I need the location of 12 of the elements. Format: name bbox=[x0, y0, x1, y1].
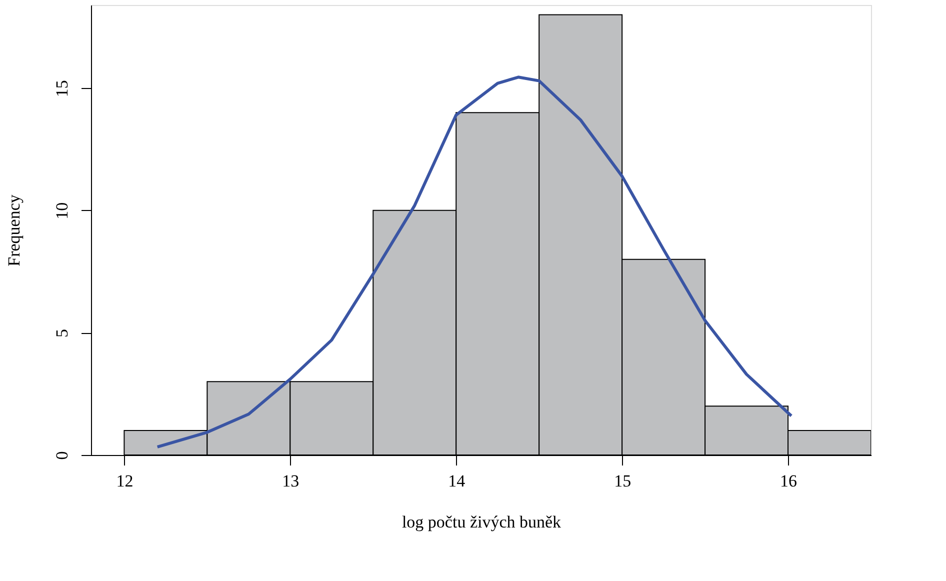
y-tick-label: 15 bbox=[52, 80, 72, 98]
x-tick-label: 13 bbox=[282, 472, 300, 490]
x-tick-label: 15 bbox=[614, 472, 632, 490]
x-tick-label: 16 bbox=[780, 472, 798, 490]
y-axis-title: Frequency bbox=[4, 194, 24, 266]
y-tick-label: 0 bbox=[52, 451, 72, 460]
x-axis-title: log počtu živých buněk bbox=[402, 512, 562, 532]
y-tick-label: 5 bbox=[52, 328, 72, 338]
x-tick-label: 12 bbox=[116, 472, 134, 490]
x-tick-label: 14 bbox=[448, 472, 466, 490]
y-tick-label: 10 bbox=[52, 202, 72, 220]
line-series bbox=[156, 76, 793, 448]
